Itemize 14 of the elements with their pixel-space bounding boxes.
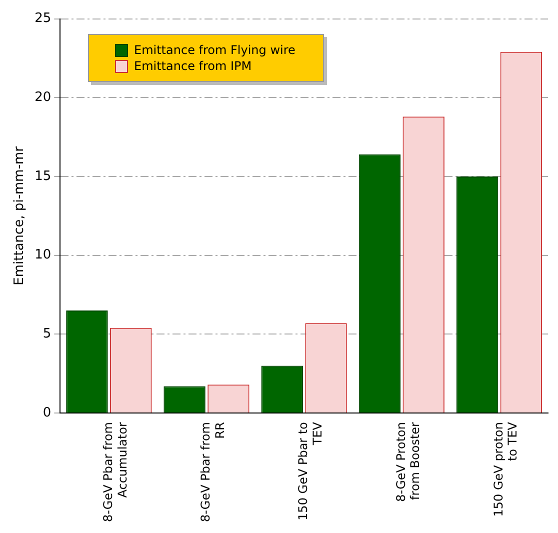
legend-label: Emittance from IPM	[134, 59, 252, 73]
y-tick-label: 5	[42, 326, 52, 342]
y-tick-label: 0	[42, 405, 52, 420]
x-tick-label: 8-GeV Pbar from Accumulator	[101, 422, 130, 522]
legend-label: Emittance from Flying wire	[134, 43, 296, 57]
x-tick-label: 150 GeV Pbar to TEV	[296, 421, 325, 520]
y-axis-title: Emittance, pi-mm-mr	[12, 146, 28, 286]
y-tick-label: 20	[34, 90, 52, 106]
y-tick-label: 15	[34, 168, 52, 184]
x-tick-label: 8-GeV Proton from Booster	[394, 422, 422, 502]
x-tick-label: 8-GeV Pbar from RR	[198, 422, 228, 522]
y-tick-label: 10	[34, 248, 52, 263]
x-tick-label: 150 GeV proton to TEV	[491, 421, 520, 517]
y-tick-label: 25	[34, 11, 52, 26]
